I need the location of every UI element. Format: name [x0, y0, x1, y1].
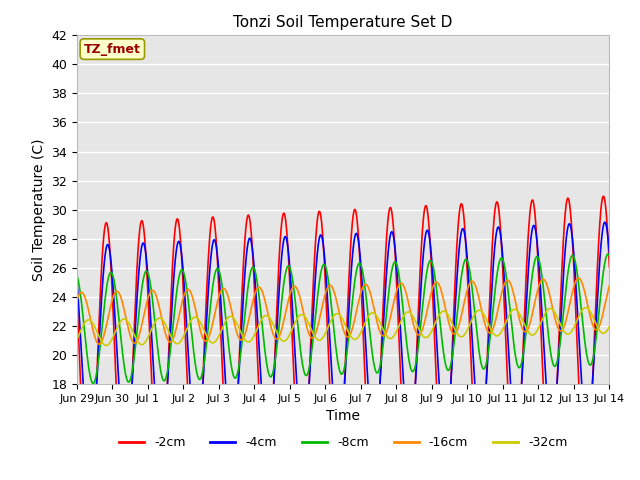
-8cm: [573, 272, 581, 277]
-8cm: [89, 381, 97, 386]
-4cm: [73, 275, 81, 281]
-8cm: [559, 318, 566, 324]
-16cm: [358, 285, 366, 291]
-32cm: [582, 305, 589, 311]
-4cm: [601, 219, 609, 225]
-4cm: [371, 433, 378, 439]
-8cm: [221, 313, 229, 319]
Line: -16cm: -16cm: [77, 278, 609, 344]
-16cm: [73, 298, 81, 304]
Legend: -2cm, -4cm, -8cm, -16cm, -32cm: -2cm, -4cm, -8cm, -16cm, -32cm: [114, 432, 572, 455]
-32cm: [102, 343, 110, 348]
-4cm: [498, 244, 506, 250]
-16cm: [498, 289, 506, 295]
Text: TZ_fmet: TZ_fmet: [84, 43, 141, 56]
-32cm: [605, 324, 613, 329]
X-axis label: Time: Time: [326, 409, 360, 423]
-32cm: [371, 311, 378, 316]
-16cm: [95, 341, 103, 347]
-32cm: [498, 328, 506, 334]
-4cm: [605, 251, 613, 257]
Line: -32cm: -32cm: [77, 308, 609, 346]
-2cm: [73, 293, 81, 299]
-4cm: [573, 308, 581, 313]
-16cm: [605, 283, 613, 288]
-8cm: [604, 251, 612, 257]
-2cm: [605, 264, 613, 270]
Line: -4cm: -4cm: [77, 222, 609, 449]
-4cm: [358, 286, 366, 292]
-16cm: [221, 287, 229, 293]
-32cm: [358, 326, 366, 332]
-4cm: [559, 286, 566, 291]
-32cm: [221, 318, 229, 324]
-16cm: [575, 275, 582, 281]
Title: Tonzi Soil Temperature Set D: Tonzi Soil Temperature Set D: [234, 15, 453, 30]
-32cm: [559, 326, 566, 332]
-8cm: [371, 362, 378, 368]
-32cm: [73, 336, 81, 342]
Y-axis label: Soil Temperature (C): Soil Temperature (C): [31, 138, 45, 281]
-2cm: [371, 477, 378, 480]
Line: -2cm: -2cm: [77, 196, 609, 480]
-2cm: [358, 314, 366, 320]
-2cm: [573, 347, 581, 353]
-8cm: [358, 268, 366, 274]
-8cm: [73, 273, 81, 278]
-4cm: [86, 446, 93, 452]
-16cm: [371, 306, 378, 312]
-32cm: [573, 317, 581, 323]
-16cm: [559, 327, 566, 333]
-2cm: [600, 193, 607, 199]
-16cm: [573, 276, 581, 282]
-8cm: [498, 255, 506, 261]
Line: -8cm: -8cm: [77, 254, 609, 384]
-2cm: [221, 439, 229, 445]
-8cm: [605, 253, 613, 259]
-2cm: [498, 249, 506, 255]
-2cm: [559, 252, 566, 258]
-4cm: [221, 381, 229, 387]
